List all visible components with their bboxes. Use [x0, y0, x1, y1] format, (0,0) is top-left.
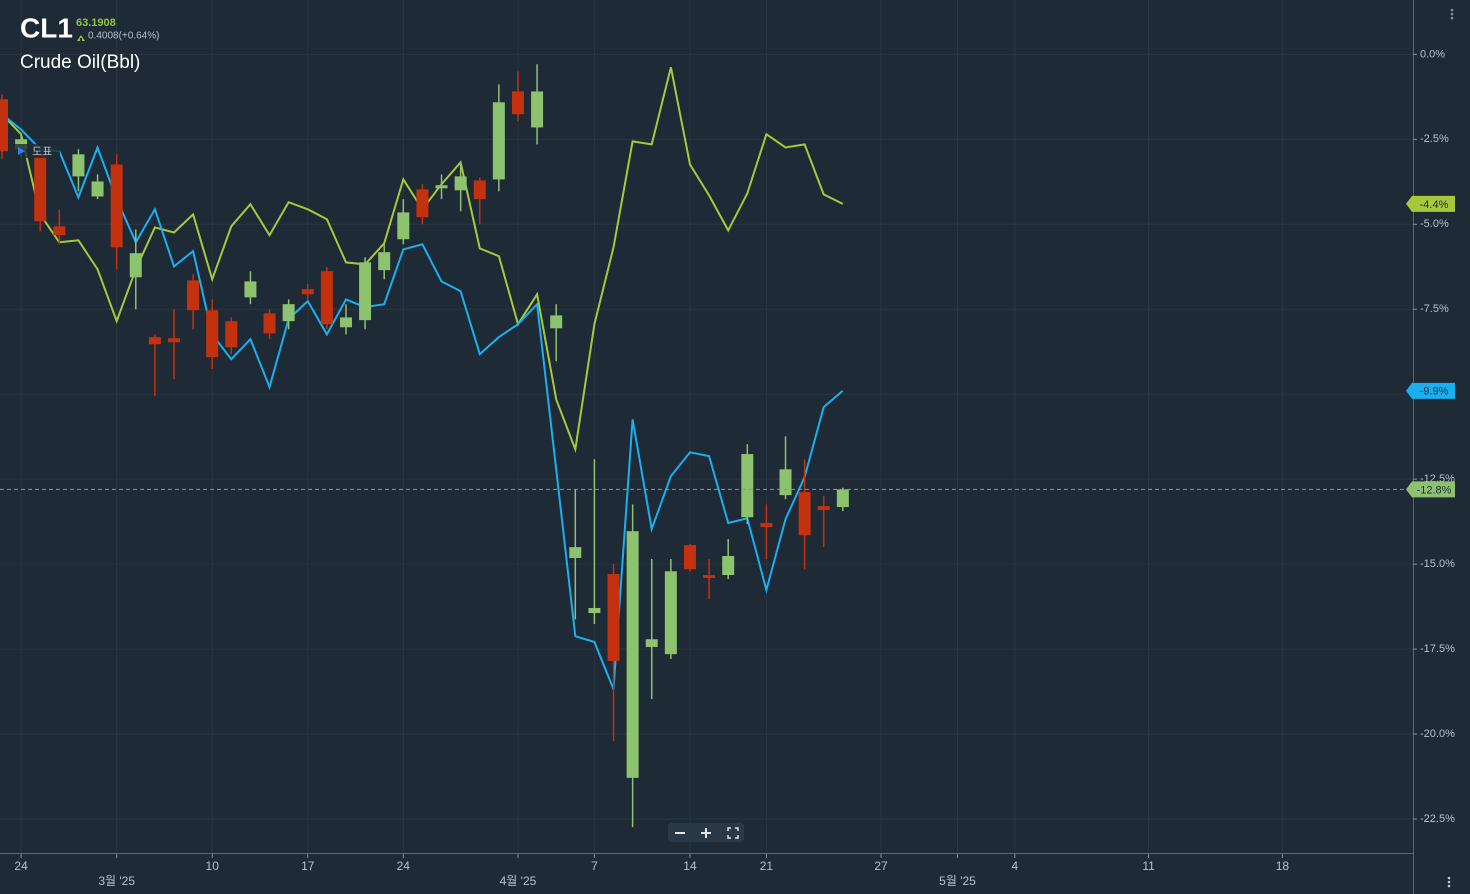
- candle-body: [206, 310, 219, 358]
- candle-body: [836, 489, 849, 508]
- candle-body: [435, 185, 448, 189]
- change: 0.4008(+0.64%): [88, 31, 159, 42]
- x-tick-label: 11: [1142, 859, 1155, 873]
- x-tick-label: 24: [397, 859, 411, 873]
- candle-body: [187, 280, 200, 311]
- x-tick-label: 5월 '25: [939, 874, 976, 888]
- candle-body: [511, 91, 524, 115]
- x-tick-label: 24: [14, 859, 28, 873]
- candle-body: [664, 571, 677, 655]
- candle-body: [722, 555, 735, 576]
- candle-body: [397, 212, 410, 240]
- zoom-controls: [668, 823, 744, 842]
- candle-body: [129, 253, 142, 278]
- zoom-in[interactable]: [701, 828, 711, 838]
- candle-body: [416, 189, 429, 218]
- price-badge: [1406, 195, 1455, 212]
- candle-body: [703, 575, 716, 579]
- menu-dot: [1450, 12, 1454, 16]
- y-tick-label: -20.0%: [1420, 728, 1455, 740]
- tag-icon: [18, 147, 25, 155]
- candle-body: [167, 338, 180, 343]
- candle-body: [645, 639, 658, 648]
- x-tick-label: 4: [1011, 859, 1018, 873]
- candle-body: [53, 226, 66, 236]
- candle-body: [91, 181, 104, 197]
- candle-body: [320, 271, 333, 325]
- candle-body: [569, 547, 582, 559]
- candle-body: [72, 154, 85, 177]
- tag-bg[interactable]: [14, 144, 60, 158]
- candle-body: [359, 262, 372, 321]
- x-tick-label: 7: [591, 859, 598, 873]
- menu-dot: [1450, 8, 1454, 12]
- candle-body: [0, 99, 8, 152]
- up-arrow: [77, 35, 85, 41]
- y-axis-panel: [1413, 0, 1470, 894]
- price-badge: [1406, 481, 1455, 498]
- candle-body: [741, 454, 754, 518]
- price-badge-label: -12.8%: [1417, 484, 1452, 496]
- candle-body: [148, 337, 161, 345]
- y-tick-label: 0.0%: [1420, 48, 1445, 60]
- menu-dot: [1447, 876, 1451, 880]
- candle-body: [244, 281, 257, 298]
- y-tick-label: -22.5%: [1420, 813, 1455, 825]
- y-tick-label: -7.5%: [1420, 303, 1449, 315]
- candle-body: [301, 289, 314, 295]
- symbol: CL1: [20, 12, 73, 43]
- x-tick-label: 21: [760, 859, 774, 873]
- candle-body: [550, 315, 563, 329]
- candle-body: [454, 176, 467, 191]
- tag[interactable]: 도표: [32, 146, 52, 158]
- fit[interactable]: [727, 827, 739, 839]
- candle-body: [760, 523, 773, 528]
- x-tick-label: 17: [301, 859, 315, 873]
- candle-body: [263, 313, 276, 334]
- x-tick-label: 18: [1276, 859, 1290, 873]
- candle-body: [683, 545, 696, 570]
- x-tick-label: 10: [206, 859, 220, 873]
- y-tick-label: -17.5%: [1420, 643, 1455, 655]
- x-tick-label: 27: [874, 859, 888, 873]
- x-tick-label: 3월 '25: [98, 874, 135, 888]
- candle-body: [626, 531, 639, 778]
- candle-body: [607, 573, 620, 661]
- subtitle: Crude Oil(Bbl): [20, 52, 140, 73]
- candle-body: [492, 102, 505, 180]
- y-tick-label: -5.0%: [1420, 218, 1449, 230]
- price-badge: [1406, 382, 1455, 399]
- candle-body: [473, 180, 486, 200]
- price-badge-label: -4.4%: [1420, 199, 1449, 211]
- candle-body: [817, 506, 830, 511]
- candle-body: [378, 252, 391, 271]
- price-badge-label: -9.9%: [1420, 386, 1449, 398]
- candle-body: [588, 607, 601, 614]
- menu-dot: [1447, 884, 1451, 888]
- y-tick-label: -15.0%: [1420, 558, 1455, 570]
- candle-body: [225, 321, 238, 348]
- menu-dot: [1447, 880, 1451, 884]
- candle-body: [282, 304, 295, 322]
- line-series: [1, 113, 844, 690]
- x-tick-label: 14: [683, 859, 697, 873]
- candle-body: [34, 154, 47, 222]
- x-tick-label: 4월 '25: [500, 874, 537, 888]
- menu-dot: [1450, 16, 1454, 20]
- price: 63.1908: [76, 17, 116, 29]
- candle-body: [110, 164, 123, 248]
- y-tick-label: -2.5%: [1420, 133, 1449, 145]
- candle-body: [779, 469, 792, 496]
- candle-body: [531, 91, 544, 128]
- candle-body: [339, 317, 352, 328]
- candle-body: [798, 492, 811, 536]
